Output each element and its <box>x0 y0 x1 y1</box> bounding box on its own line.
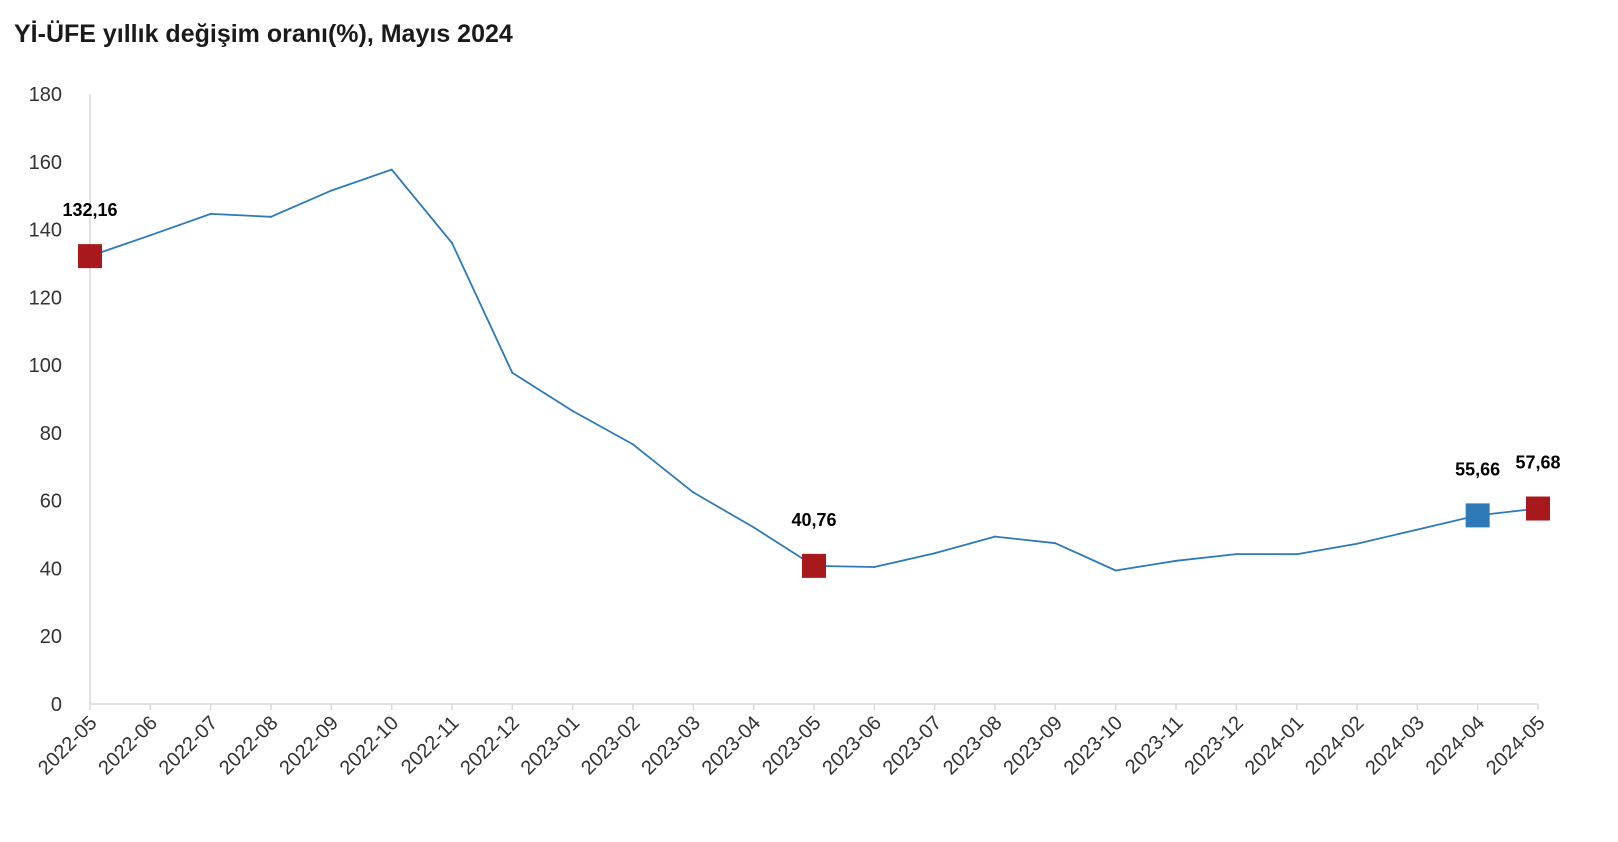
x-tick-label: 2023-05 <box>758 712 825 779</box>
data-point <box>873 566 876 569</box>
y-tick-label: 100 <box>29 355 62 377</box>
x-tick-label: 2022-09 <box>275 712 342 779</box>
y-tick-label: 40 <box>40 558 62 580</box>
y-tick-label: 20 <box>40 626 62 648</box>
highlight-marker <box>1526 496 1550 521</box>
x-tick-label: 2022-05 <box>34 712 101 779</box>
x-tick-label: 2023-06 <box>818 712 885 779</box>
y-axis: 0 20 40 60 80 100 120 140 160 180 <box>29 84 91 716</box>
data-point <box>1114 569 1117 572</box>
highlight-marker <box>78 244 102 269</box>
data-point <box>330 189 333 192</box>
x-tick-label: 2023-12 <box>1180 712 1247 779</box>
x-tick-label: 2022-06 <box>94 712 161 779</box>
data-point <box>1416 528 1419 531</box>
x-tick-label: 2023-08 <box>939 712 1006 779</box>
data-point <box>390 168 393 171</box>
data-point <box>209 212 212 215</box>
y-tick-label: 80 <box>40 423 62 445</box>
data-point <box>571 409 574 412</box>
y-tick-label: 120 <box>29 287 62 309</box>
data-point <box>149 234 152 237</box>
data-label: 57,68 <box>1515 453 1560 473</box>
highlight-markers <box>78 244 1550 578</box>
x-tick-label: 2024-02 <box>1301 712 1368 779</box>
y-tick-label: 180 <box>29 84 62 106</box>
data-point <box>1054 542 1057 545</box>
x-tick-label: 2022-08 <box>215 712 282 779</box>
x-tick-label: 2022-12 <box>456 712 523 779</box>
x-tick-label: 2022-07 <box>155 712 222 779</box>
data-point <box>270 215 272 218</box>
chart-title: Yİ-ÜFE yıllık değişim oranı(%), Mayıs 20… <box>14 20 513 48</box>
x-tick-label: 2022-10 <box>336 712 403 779</box>
data-point <box>1295 553 1298 556</box>
y-tick-label: 140 <box>29 220 62 242</box>
highlight-marker <box>802 553 826 578</box>
data-point <box>752 526 755 529</box>
x-tick-label: 2024-04 <box>1422 712 1489 779</box>
x-tick-label: 2023-01 <box>517 712 584 779</box>
x-axis: 2022-052022-062022-072022-082022-092022-… <box>34 703 1550 779</box>
x-tick-label: 2023-02 <box>577 712 644 779</box>
x-tick-label: 2024-05 <box>1482 712 1549 779</box>
y-tick-label: 60 <box>40 491 62 513</box>
data-label: 40,76 <box>791 510 836 530</box>
data-point <box>933 552 936 555</box>
x-tick-label: 2023-03 <box>637 712 704 779</box>
x-tick-label: 2024-01 <box>1241 712 1308 779</box>
data-point <box>1175 559 1177 562</box>
y-tick-label: 0 <box>51 694 62 716</box>
x-tick-label: 2022-11 <box>397 712 463 778</box>
x-tick-label: 2023-11 <box>1121 712 1187 778</box>
data-point <box>511 371 514 374</box>
data-label: 132,16 <box>62 200 117 220</box>
x-tick-label: 2023-04 <box>698 712 765 779</box>
data-label: 55,66 <box>1455 459 1500 479</box>
data-point <box>692 491 695 494</box>
data-point <box>1235 553 1238 556</box>
x-tick-label: 2024-03 <box>1361 712 1428 779</box>
data-point <box>994 535 996 538</box>
data-point <box>632 443 634 446</box>
data-point <box>451 242 453 245</box>
highlight-marker <box>1465 503 1490 528</box>
y-tick-label: 160 <box>29 152 62 174</box>
data-labels: 132,16 40,76 55,66 57,68 <box>62 200 1560 530</box>
data-point <box>1356 542 1358 545</box>
x-tick-label: 2023-10 <box>1060 712 1127 779</box>
x-tick-label: 2023-09 <box>999 712 1066 779</box>
x-tick-label: 2023-07 <box>879 712 946 779</box>
